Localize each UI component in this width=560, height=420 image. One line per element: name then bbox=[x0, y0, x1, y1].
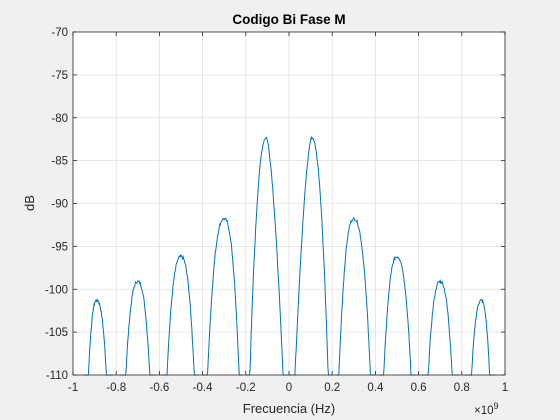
x-tick-label: 1 bbox=[502, 382, 508, 394]
chart-title: Codigo Bi Fase M bbox=[232, 12, 345, 27]
x-tick-label: -0.6 bbox=[149, 382, 169, 394]
y-tick-label: -70 bbox=[51, 27, 68, 39]
y-tick-label: -80 bbox=[51, 113, 68, 125]
x-tick-label: 0 bbox=[286, 382, 292, 394]
spectrum-lobe-4 bbox=[203, 217, 243, 376]
y-tick-label: -105 bbox=[45, 327, 68, 339]
y-tick-label: -85 bbox=[51, 156, 68, 168]
spectrum-lobe-7 bbox=[335, 217, 375, 376]
grid bbox=[73, 32, 505, 375]
x-exponent-label: ×109 bbox=[474, 401, 499, 417]
y-tick-label: -100 bbox=[45, 284, 68, 296]
spectrum-lobe-6 bbox=[289, 136, 333, 376]
x-tick-label: 0.6 bbox=[411, 382, 427, 394]
x-tick-label: 0.8 bbox=[454, 382, 470, 394]
y-tick-label: -75 bbox=[51, 70, 68, 82]
spectrum-lobe-3 bbox=[161, 253, 200, 376]
x-tick-label: -0.4 bbox=[193, 382, 213, 394]
x-tick-label: 0.2 bbox=[324, 382, 340, 394]
y-axis-label: dB bbox=[22, 195, 37, 211]
spectrum-lobe-5 bbox=[245, 136, 289, 376]
spectrum-lobe-8 bbox=[378, 256, 417, 376]
x-tick-label: 0.4 bbox=[367, 382, 384, 394]
x-tick-label: -0.8 bbox=[106, 382, 126, 394]
x-axis-label: Frecuencia (Hz) bbox=[243, 401, 335, 416]
y-tick-label: -95 bbox=[51, 241, 68, 253]
x-tick-label: -1 bbox=[68, 382, 78, 394]
y-tick-label: -90 bbox=[51, 199, 68, 211]
y-tick-label: -110 bbox=[46, 370, 68, 382]
x-tick-label: -0.2 bbox=[236, 382, 256, 394]
x-exponent-power: 9 bbox=[494, 401, 499, 411]
ticks: -1 -0.8 -0.6 -0.4 -0.2 0 0.2 0.4 0.6 0.8 1 -110 -105… bbox=[45, 27, 508, 394]
